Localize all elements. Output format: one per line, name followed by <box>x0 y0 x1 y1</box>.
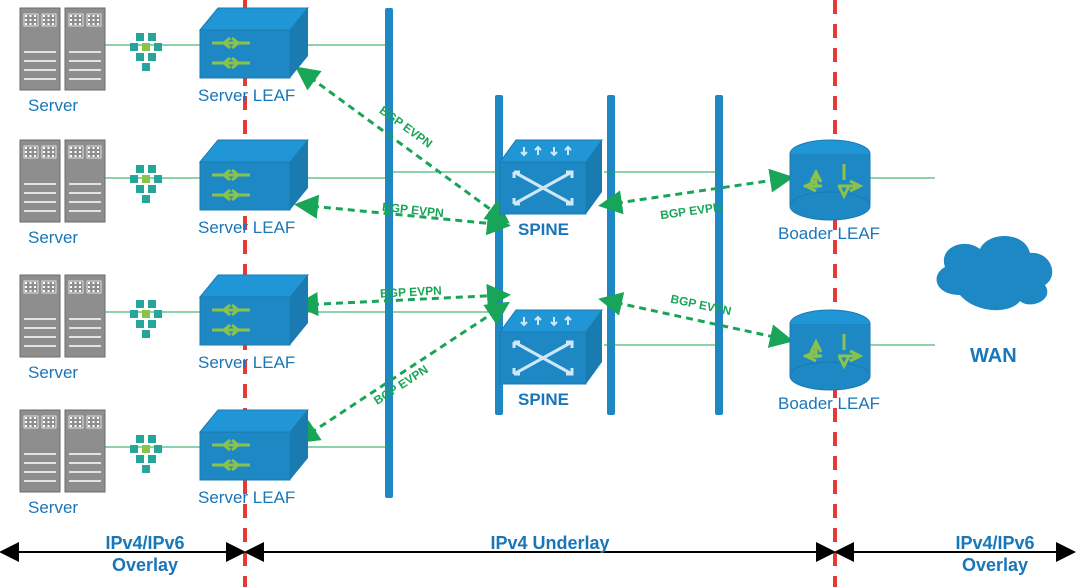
blue-bar-2 <box>607 95 615 415</box>
vxlan-dots-icon <box>130 435 162 473</box>
server-leaf-label-2: Server LEAF <box>198 353 295 373</box>
bgp-link-0 <box>300 70 505 220</box>
vxlan-dots-icon <box>130 33 162 71</box>
switch-icon <box>200 275 308 345</box>
vxlan-dots-icon <box>130 165 162 203</box>
switch-icon <box>200 8 308 78</box>
bgp-link-3 <box>300 305 505 440</box>
switch-icon <box>200 140 308 210</box>
server-icon <box>20 8 105 90</box>
wan-label: WAN <box>970 345 1017 368</box>
boader-leaf-label-0: Boader LEAF <box>778 224 880 244</box>
server-leaf-label-1: Server LEAF <box>198 218 295 238</box>
blue-bar-0 <box>385 8 393 498</box>
spine-label-0: SPINE <box>518 220 569 240</box>
server-icon <box>20 140 105 222</box>
bgp-link-4 <box>604 178 788 205</box>
diagram-canvas <box>0 0 1080 587</box>
cloud-icon <box>937 236 1053 310</box>
blue-bar-3 <box>715 95 723 415</box>
server-icon <box>20 275 105 357</box>
spine-icon <box>500 310 602 384</box>
cylinder-icon <box>790 140 870 220</box>
spine-label-1: SPINE <box>518 390 569 410</box>
server-label-1: Server <box>28 228 78 248</box>
server-leaf-label-0: Server LEAF <box>198 86 295 106</box>
spine-icon <box>500 140 602 214</box>
boader-leaf-label-1: Boader LEAF <box>778 394 880 414</box>
server-label-2: Server <box>28 363 78 383</box>
server-icon <box>20 410 105 492</box>
cylinder-icon <box>790 310 870 390</box>
bottom-label-2: IPv4/IPv6Overlay <box>925 533 1065 576</box>
switch-icon <box>200 410 308 480</box>
bottom-label-1: IPv4 Underlay <box>480 533 620 555</box>
bottom-label-0: IPv4/IPv6Overlay <box>75 533 215 576</box>
server-label-3: Server <box>28 498 78 518</box>
server-label-0: Server <box>28 96 78 116</box>
server-leaf-label-3: Server LEAF <box>198 488 295 508</box>
vxlan-dots-icon <box>130 300 162 338</box>
